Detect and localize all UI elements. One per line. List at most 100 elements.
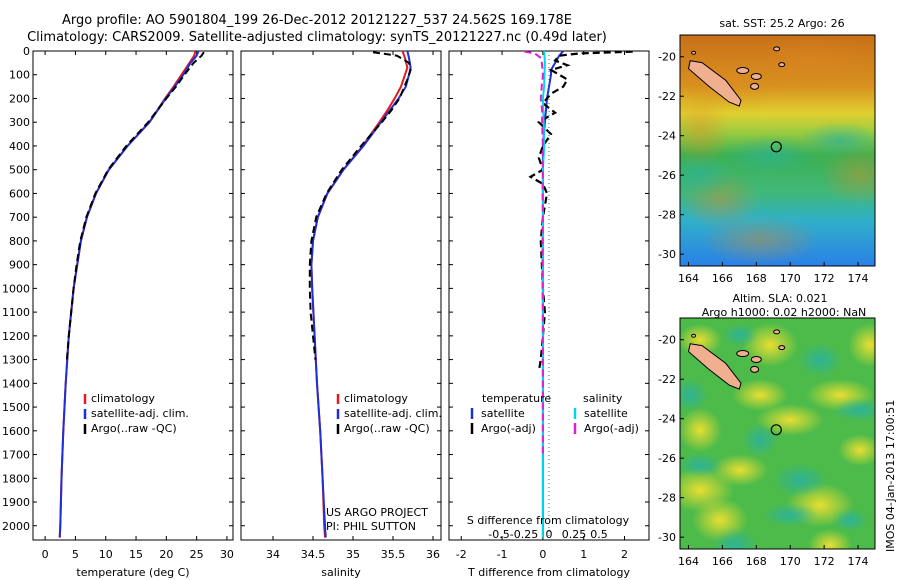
- land-island: [691, 50, 697, 55]
- salinity-series-argo-raw-qc: [308, 51, 412, 360]
- salinity-x-tick-label: 35.5: [381, 548, 406, 561]
- sla-high-patch: [680, 408, 722, 452]
- chart-title-line1: Argo profile: AO 5901804_199 26-Dec-2012…: [61, 13, 573, 28]
- sst_map-field: [680, 35, 875, 266]
- sst-anomaly-patch: [820, 145, 875, 205]
- depth-tick-label: 500: [9, 164, 30, 177]
- diff-legend-label: Argo(-adj): [584, 422, 639, 435]
- land-island: [773, 46, 781, 52]
- temperature-series-argo-raw-qc: [65, 51, 205, 360]
- diff-s-tick-label: 0.25: [562, 528, 587, 541]
- depth-tick-label: 300: [9, 116, 30, 129]
- salinity-x-axis-label: salinity: [321, 566, 361, 579]
- diff-legend-label: satellite: [481, 407, 525, 420]
- differences-series-t-argo-adj: [528, 50, 633, 372]
- diff-legend-label: Argo(-adj): [481, 422, 536, 435]
- land-island: [736, 350, 750, 358]
- sla-low-patch: [722, 323, 758, 347]
- temperature-legend-label: Argo(..raw -QC): [91, 422, 177, 435]
- land-island: [750, 355, 762, 363]
- temperature-x-tick-label: 20: [159, 548, 173, 561]
- sst_map-lat-tick-label: -24: [658, 130, 676, 143]
- sla-map-title: Altim. SLA: 0.021: [732, 292, 827, 305]
- sla-low-patch: [832, 398, 875, 422]
- land-island: [750, 72, 762, 80]
- depth-tick-label: 700: [9, 211, 30, 224]
- sst_map-lat-tick-label: -26: [658, 169, 676, 182]
- sla_map-frame: [679, 317, 876, 550]
- sla-low-patch: [772, 463, 828, 497]
- project-annotation: PI: PHIL SUTTON: [326, 520, 416, 533]
- sla-low-patch: [762, 503, 818, 527]
- sst-anomaly-patch: [680, 90, 730, 170]
- land-island: [773, 329, 781, 335]
- depth-tick-label: 2000: [2, 520, 30, 533]
- salinity-series-satellite-adj-clim: [310, 50, 412, 538]
- argo-position-marker: [770, 141, 782, 153]
- land-island: [750, 365, 760, 373]
- land-island: [778, 345, 786, 351]
- sst_map-lat-tick-label: -20: [658, 51, 676, 64]
- depth-tick-label: 1200: [2, 330, 30, 343]
- sla_map-lon-tick-label: 172: [814, 555, 835, 568]
- depth-tick-label: 600: [9, 187, 30, 200]
- sla-low-patch: [680, 453, 723, 477]
- sst_map-lat-tick-label: -22: [658, 90, 676, 103]
- diff-s-tick-label: 0.5: [590, 528, 608, 541]
- sst_map-lon-tick-label: 172: [814, 272, 835, 285]
- land-island: [778, 62, 786, 68]
- land-new-caledonia: [687, 60, 742, 107]
- sst_map-lat-tick-label: -30: [658, 248, 676, 261]
- salinity-x-tick-label: 36: [426, 548, 440, 561]
- sla-low-patch: [742, 423, 778, 457]
- sst-cool-patch: [720, 135, 820, 175]
- sla_map-lon-tick-label: 170: [780, 555, 801, 568]
- sla-high-patch: [756, 404, 824, 436]
- depth-tick-label: 1100: [2, 306, 30, 319]
- sst_map-lon-tick-label: 174: [848, 272, 869, 285]
- sla_map-lon-tick-label: 168: [746, 555, 767, 568]
- diff-s-tick-label: -0.25: [510, 528, 538, 541]
- land-island: [736, 67, 750, 75]
- diff-legend-label: satellite: [584, 407, 628, 420]
- depth-tick-label: 1400: [2, 377, 30, 390]
- differences-x-tick-label: -2: [456, 548, 467, 561]
- temperature-x-tick-label: 0: [42, 548, 49, 561]
- sla_map-lat-tick-label: -24: [658, 413, 676, 426]
- temperature-plot-frame: [32, 50, 234, 541]
- diff-legend-title-temperature: temperature: [482, 392, 551, 405]
- diff-legend-title-salinity: salinity: [583, 392, 623, 405]
- sla_map-lon-tick-label: 164: [678, 555, 699, 568]
- sst_map-frame: [679, 34, 876, 267]
- salinity-x-tick-label: 34.5: [301, 548, 326, 561]
- differences-x-tick-label: 1: [580, 548, 587, 561]
- depth-tick-label: 1300: [2, 354, 30, 367]
- depth-tick-label: 100: [9, 69, 30, 82]
- sla-low-patch: [712, 528, 758, 549]
- sla_map-field: [680, 318, 875, 549]
- sla-low-patch: [832, 508, 868, 532]
- depth-tick-label: 1900: [2, 496, 30, 509]
- sla-high-patch: [680, 468, 734, 512]
- sla_map-lat-tick-label: -20: [658, 334, 676, 347]
- salinity-x-tick-label: 34: [266, 548, 280, 561]
- diff-s-tick-label: -0.5: [488, 528, 509, 541]
- depth-tick-label: 1700: [2, 449, 30, 462]
- temperature-x-tick-label: 30: [220, 548, 234, 561]
- sla_map-lat-tick-label: -26: [658, 452, 676, 465]
- salinity-legend-label: climatology: [344, 392, 408, 405]
- sst_map-lon-tick-label: 166: [712, 272, 733, 285]
- sst-cool-patch: [680, 153, 735, 197]
- sst-cool-patch: [800, 122, 875, 158]
- sla_map-lon-tick-label: 174: [848, 555, 869, 568]
- sla_map-lon-tick-label: 166: [712, 555, 733, 568]
- depth-tick-label: 200: [9, 92, 30, 105]
- sst_map-lon-tick-label: 170: [780, 272, 801, 285]
- differences-x-tick-label: 2: [621, 548, 628, 561]
- salinity-legend-label: satellite-adj. clim.: [344, 407, 442, 420]
- sla-high-patch: [848, 323, 875, 367]
- sla-high-patch: [838, 434, 875, 466]
- differences-x-axis-label: T difference from climatology: [467, 566, 630, 579]
- diff-s-tick-label: 0: [546, 528, 553, 541]
